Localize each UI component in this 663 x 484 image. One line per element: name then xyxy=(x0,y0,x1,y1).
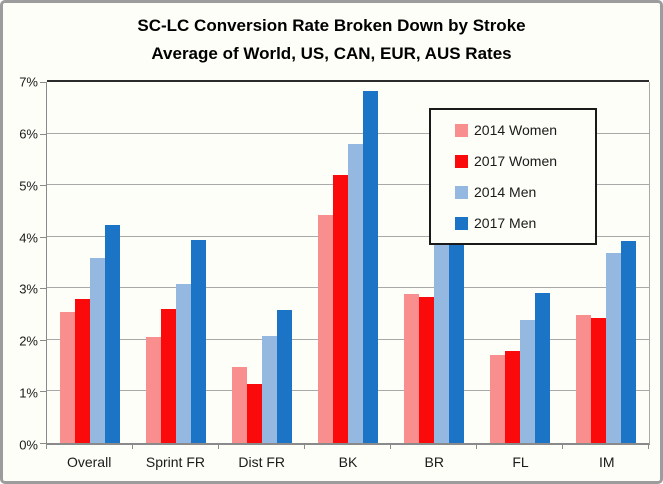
x-axis-labels: Overall Sprint FR Dist FR BK BR FL IM xyxy=(46,445,650,470)
bar-2014-men-sprint-fr xyxy=(176,284,191,443)
bar-2014-men-fl xyxy=(520,319,535,443)
y-tick-2 xyxy=(40,339,46,341)
chart-title: SC-LC Conversion Rate Broken Down by Str… xyxy=(3,3,660,68)
x-tick-3 xyxy=(304,443,305,449)
bar-2017-men-br xyxy=(449,222,464,443)
bar-group-bk xyxy=(305,82,391,443)
legend-label: 2017 Men xyxy=(474,215,537,231)
legend-label: 2017 Women xyxy=(474,153,558,169)
bar-2017-women-sprint-fr xyxy=(161,308,176,443)
bar-2014-women-overall xyxy=(60,311,75,443)
bar-group-overall xyxy=(47,82,133,443)
y-tick-0 xyxy=(40,443,46,444)
bar-2017-women-im xyxy=(591,318,606,443)
x-tick-5 xyxy=(476,443,477,449)
bar-2014-women-im xyxy=(576,315,591,443)
x-axis-label-fl: FL xyxy=(512,454,529,470)
plot-area xyxy=(40,80,650,449)
bar-2014-men-dist-fr xyxy=(262,336,277,443)
y-axis-label-2: 2% xyxy=(19,333,38,349)
bar-2014-men-im xyxy=(606,252,621,443)
y-axis-label-0: 0% xyxy=(19,437,38,453)
x-axis-label-br: BR xyxy=(424,454,444,470)
bar-group-dist-fr xyxy=(219,82,305,443)
y-axis-label-3: 3% xyxy=(19,281,38,297)
gridline-6pct xyxy=(47,132,649,134)
legend-item-2017-women: 2017 Women xyxy=(455,153,595,169)
bar-2017-men-im xyxy=(621,240,636,443)
bar-group-br xyxy=(391,82,477,443)
x-axis-label-dist-fr: Dist FR xyxy=(238,454,286,470)
bar-group-fl xyxy=(477,82,563,443)
legend-box: 2014 Women 2017 Women 2014 Men 2017 Men xyxy=(429,108,597,245)
bar-2017-women-fl xyxy=(505,351,520,443)
bar-2017-men-bk xyxy=(363,90,378,443)
legend-swatch-icon xyxy=(455,185,468,199)
x-tick-4 xyxy=(389,443,391,449)
y-tick-7 xyxy=(40,82,46,83)
bar-2014-men-overall xyxy=(90,258,105,443)
y-tick-6 xyxy=(40,133,46,135)
x-axis-label-im: IM xyxy=(599,454,615,470)
y-axis-label-1: 1% xyxy=(19,385,38,401)
bar-2017-women-dist-fr xyxy=(247,383,262,443)
legend-label: 2014 Women xyxy=(474,122,558,138)
bar-2014-men-br xyxy=(434,231,449,443)
x-tick-7 xyxy=(648,443,649,449)
bar-2017-men-dist-fr xyxy=(277,309,292,443)
x-tick-6 xyxy=(562,443,563,449)
bar-2014-women-dist-fr xyxy=(232,366,247,443)
y-tick-4 xyxy=(40,236,46,238)
bar-2017-men-overall xyxy=(105,225,120,443)
x-axis-label-overall: Overall xyxy=(66,454,112,470)
y-tick-3 xyxy=(40,288,46,290)
bar-2014-women-fl xyxy=(490,355,505,443)
y-axis-label-7: 7% xyxy=(19,74,38,90)
legend-item-2014-men: 2014 Men xyxy=(455,184,595,200)
legend-swatch-icon xyxy=(455,216,468,230)
legend-label: 2014 Men xyxy=(474,184,537,200)
bar-group-im xyxy=(563,82,649,443)
bar-2014-men-bk xyxy=(348,143,363,443)
x-axis-label-bk: BK xyxy=(338,454,358,470)
y-tick-1 xyxy=(40,391,46,393)
legend-swatch-icon xyxy=(455,123,468,137)
gridline-7pct xyxy=(47,80,649,82)
bar-2017-women-br xyxy=(419,296,434,443)
legend-item-2017-men: 2017 Men xyxy=(455,215,595,231)
y-tick-5 xyxy=(40,185,46,187)
x-tick-2 xyxy=(217,443,219,449)
bar-2017-men-sprint-fr xyxy=(191,240,206,443)
chart-title-line1: SC-LC Conversion Rate Broken Down by Str… xyxy=(137,16,526,35)
y-axis-label-6: 6% xyxy=(19,126,38,142)
x-tick-1 xyxy=(131,443,133,449)
bar-groups xyxy=(47,82,649,443)
legend-swatch-icon xyxy=(455,154,468,168)
bar-2014-women-sprint-fr xyxy=(146,337,161,443)
bar-2017-women-overall xyxy=(75,298,90,443)
y-axis-label-4: 4% xyxy=(19,230,38,246)
x-axis-label-sprint-fr: Sprint FR xyxy=(145,454,205,470)
plot-wrapper: 0% 1% 2% 3% 4% 5% 6% 7% Overall Sprint FR Dist FR… xyxy=(19,75,650,470)
y-axis-label-5: 5% xyxy=(19,178,38,194)
bar-2017-men-fl xyxy=(535,293,550,443)
x-tick-0 xyxy=(46,443,47,449)
bar-2014-women-bk xyxy=(318,215,333,443)
bar-group-sprint-fr xyxy=(133,82,219,443)
bar-2014-women-br xyxy=(404,294,419,443)
legend-item-2014-women: 2014 Women xyxy=(455,122,595,138)
chart-title-line2: Average of World, US, CAN, EUR, AUS Rate… xyxy=(151,44,512,64)
bar-2017-women-bk xyxy=(333,174,348,443)
